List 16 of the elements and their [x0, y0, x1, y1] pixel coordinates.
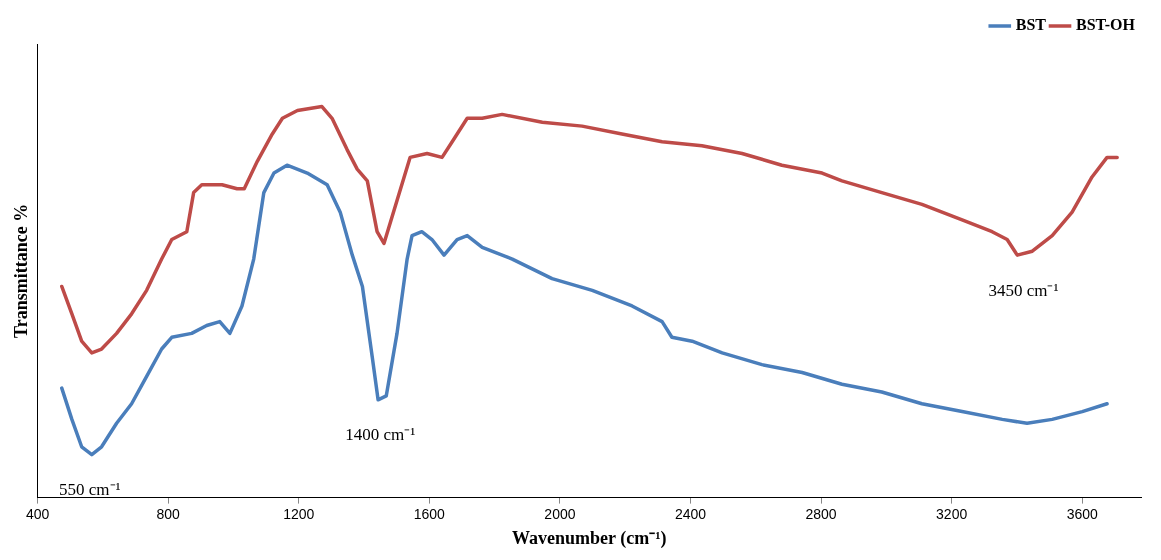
x-tick-label: 1200 [283, 505, 315, 522]
x-tick-label: 3600 [1066, 505, 1099, 522]
x-tick-label: 2000 [544, 505, 576, 522]
annotation: 550 cm⁻¹ [59, 480, 121, 500]
x-tick-label: 400 [25, 505, 50, 522]
x-tick-label: 3200 [936, 505, 968, 522]
x-tick-label: 2800 [805, 505, 837, 522]
annotation: 3450 cm⁻¹ [988, 280, 1059, 300]
x-tick-label: 1600 [413, 505, 446, 522]
x-tick-label: 800 [156, 505, 181, 522]
legend-label: BST [1015, 16, 1047, 34]
legend-label: BST-OH [1076, 16, 1136, 34]
annotation: 1400 cm⁻¹ [345, 425, 416, 445]
x-axis-title: Wavenumber (cm⁻¹) [512, 527, 667, 549]
x-tick-label: 2400 [674, 505, 707, 522]
y-axis-title: Transmittance % [11, 203, 32, 338]
